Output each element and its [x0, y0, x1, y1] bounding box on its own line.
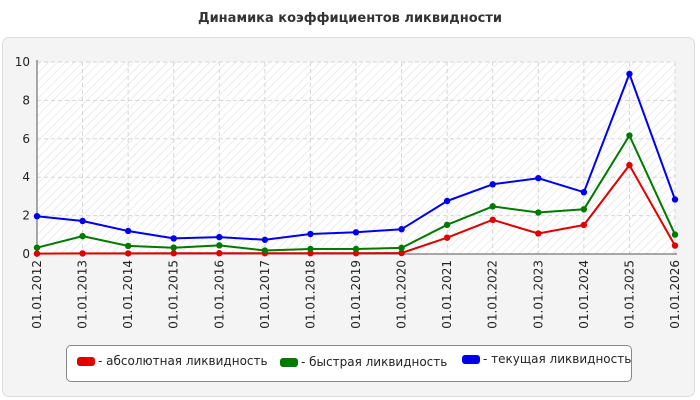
chart-title: Динамика коэффициентов ликвидности [198, 11, 502, 26]
y-tick-label: 10 [15, 55, 30, 69]
data-point-1-14 [671, 231, 679, 238]
data-point-2-11 [535, 174, 542, 182]
data-point-2-12 [580, 188, 588, 196]
data-point-1-1 [79, 232, 86, 240]
x-tick-label: 01.01.2013 [76, 260, 90, 329]
data-point-0-12 [580, 221, 588, 229]
data-point-2-0 [33, 212, 41, 220]
legend-swatch-absolute [77, 356, 95, 366]
data-point-2-6 [307, 230, 314, 238]
legend-label-quick: - быстрая ликвидность [301, 355, 448, 369]
legend-item-quick: - быстрая ликвидность [280, 355, 447, 369]
data-point-0-1 [79, 250, 86, 257]
data-point-2-13 [626, 70, 633, 78]
y-tick-label: 6 [22, 132, 30, 146]
legend-item-absolute: - абсолютная ликвидность [77, 354, 268, 368]
y-tick-label: 2 [22, 209, 30, 223]
data-point-0-8 [398, 249, 405, 257]
x-tick-label: 01.01.2014 [121, 260, 135, 329]
legend: - абсолютная ликвидность - быстрая ликви… [66, 345, 632, 382]
x-tick-label: 01.01.2015 [167, 260, 181, 329]
y-tick-label: 0 [22, 247, 30, 261]
data-point-0-10 [489, 216, 496, 224]
x-tick-label: 01.01.2025 [622, 260, 636, 329]
data-point-1-6 [307, 245, 314, 253]
x-tick-label: 01.01.2023 [531, 260, 545, 329]
data-point-1-5 [261, 247, 269, 254]
data-point-2-14 [671, 196, 679, 203]
y-tick-labels: 0 2 4 6 8 10 [15, 55, 30, 261]
data-point-0-2 [124, 250, 132, 257]
legend-swatch-current [462, 354, 480, 364]
data-point-2-7 [352, 229, 360, 236]
legend-item-current: - текущая ликвидность [462, 352, 631, 366]
x-tick-label: 01.01.2019 [349, 260, 363, 329]
data-point-0-11 [535, 230, 542, 237]
data-point-1-11 [535, 209, 542, 216]
data-point-1-2 [124, 242, 132, 250]
x-tick-label: 01.01.2016 [212, 260, 226, 329]
data-point-1-10 [489, 203, 496, 210]
y-tick-label: 4 [22, 170, 30, 184]
series [33, 70, 679, 257]
data-point-0-14 [671, 242, 679, 249]
data-point-2-10 [489, 181, 496, 188]
x-tick-labels: 01.01.2012 01.01.2013 01.01.2014 01.01.2015… [30, 260, 682, 329]
data-point-2-4 [216, 233, 223, 241]
data-point-1-12 [580, 206, 588, 213]
x-tick-label: 01.01.2022 [486, 260, 500, 329]
data-point-1-13 [626, 132, 633, 139]
x-tick-label: 01.01.2012 [30, 260, 44, 329]
data-point-2-5 [261, 236, 269, 243]
data-point-1-4 [216, 242, 223, 249]
x-tick-label: 01.01.2017 [258, 260, 272, 329]
data-point-0-0 [33, 250, 41, 257]
data-point-2-8 [398, 226, 405, 233]
data-point-2-9 [443, 197, 451, 205]
data-point-1-7 [352, 245, 360, 253]
data-point-0-4 [216, 250, 223, 257]
legend-swatch-quick [280, 357, 298, 367]
data-point-1-9 [443, 221, 451, 229]
x-tick-label: 01.01.2020 [395, 260, 409, 329]
data-point-0-3 [170, 250, 177, 257]
legend-label-absolute: - абсолютная ликвидность [98, 354, 268, 368]
y-tick-label: 8 [22, 93, 30, 107]
data-point-1-0 [33, 244, 41, 251]
data-point-0-13 [626, 161, 633, 169]
x-tick-label: 01.01.2026 [668, 260, 682, 329]
data-point-1-3 [170, 244, 177, 251]
grid [37, 61, 676, 254]
x-tick-label: 01.01.2021 [440, 260, 454, 329]
x-tick-label: 01.01.2024 [577, 260, 591, 329]
data-point-0-9 [443, 234, 451, 241]
legend-label-current: - текущая ликвидность [483, 352, 632, 366]
data-point-2-1 [79, 217, 86, 225]
data-point-2-3 [170, 235, 177, 242]
data-point-2-2 [124, 227, 132, 235]
data-point-1-8 [398, 244, 405, 252]
x-tick-label: 01.01.2018 [303, 260, 317, 329]
